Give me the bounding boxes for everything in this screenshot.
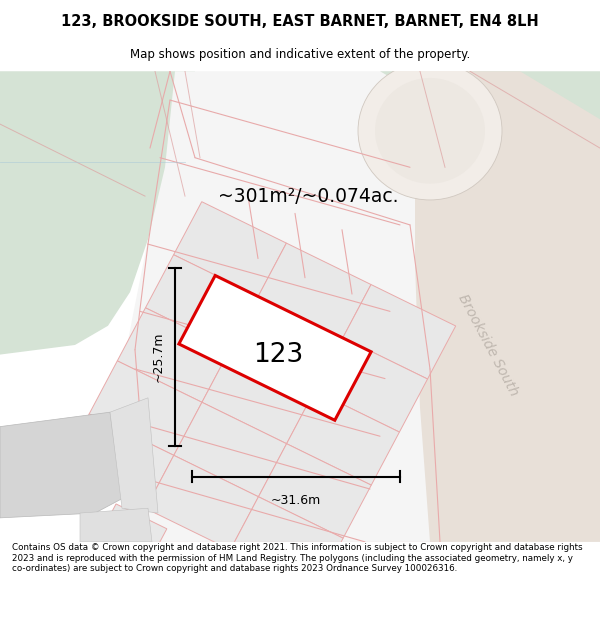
- Polygon shape: [259, 444, 371, 538]
- Polygon shape: [146, 456, 259, 550]
- Polygon shape: [118, 308, 230, 402]
- Polygon shape: [97, 504, 167, 566]
- Polygon shape: [380, 71, 600, 162]
- Polygon shape: [230, 296, 343, 391]
- Text: 123: 123: [253, 342, 303, 367]
- Polygon shape: [120, 71, 600, 542]
- Polygon shape: [174, 402, 287, 497]
- Text: Brookside South: Brookside South: [455, 292, 521, 398]
- Text: Map shows position and indicative extent of the property.: Map shows position and indicative extent…: [130, 49, 470, 61]
- Text: 123, BROOKSIDE SOUTH, EAST BARNET, BARNET, EN4 8LH: 123, BROOKSIDE SOUTH, EAST BARNET, BARNE…: [61, 14, 539, 29]
- Polygon shape: [0, 412, 122, 518]
- Text: Contains OS data © Crown copyright and database right 2021. This information is : Contains OS data © Crown copyright and d…: [12, 544, 583, 573]
- Polygon shape: [153, 598, 223, 625]
- Polygon shape: [61, 414, 174, 508]
- Circle shape: [375, 78, 485, 184]
- Polygon shape: [80, 508, 152, 542]
- Polygon shape: [179, 276, 371, 420]
- Polygon shape: [110, 398, 158, 513]
- Polygon shape: [415, 71, 600, 542]
- Polygon shape: [173, 202, 286, 296]
- Polygon shape: [181, 546, 251, 608]
- Polygon shape: [287, 391, 400, 485]
- Polygon shape: [89, 361, 202, 456]
- Text: ~31.6m: ~31.6m: [271, 494, 321, 507]
- Text: ~25.7m: ~25.7m: [152, 332, 165, 382]
- Polygon shape: [0, 71, 195, 354]
- Polygon shape: [202, 349, 315, 444]
- Polygon shape: [343, 284, 455, 379]
- Text: ~301m²/~0.074ac.: ~301m²/~0.074ac.: [218, 187, 398, 206]
- Polygon shape: [68, 557, 139, 619]
- Polygon shape: [258, 243, 371, 338]
- Polygon shape: [145, 255, 258, 349]
- Polygon shape: [315, 338, 428, 432]
- Polygon shape: [230, 497, 343, 591]
- Circle shape: [358, 62, 502, 200]
